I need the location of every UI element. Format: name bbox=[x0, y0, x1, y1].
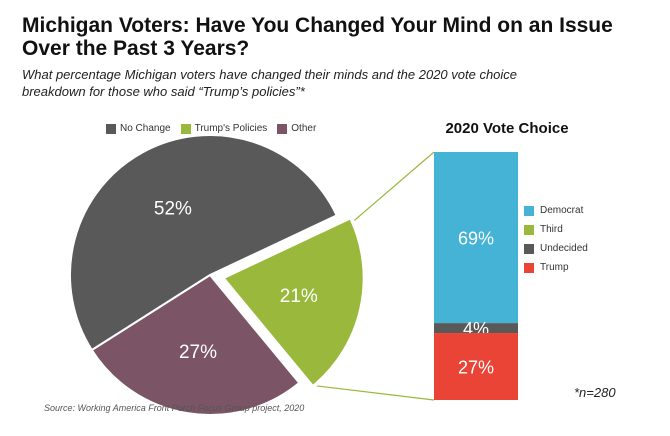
bar-legend-item: Third bbox=[524, 220, 588, 239]
pie-legend-item: No Change bbox=[106, 123, 171, 134]
legend-swatch bbox=[277, 123, 288, 134]
pie-slice-label: 52% bbox=[154, 199, 192, 220]
pie-slice-label: 27% bbox=[179, 342, 217, 363]
pie-legend: No Change Trump's Policies Other bbox=[106, 123, 316, 134]
legend-label: Third bbox=[540, 224, 563, 235]
legend-swatch bbox=[180, 123, 191, 134]
legend-label: Other bbox=[291, 123, 317, 134]
legend-swatch bbox=[524, 262, 534, 273]
source-note: Source: Working America Front Porch Focu… bbox=[44, 403, 305, 413]
pie-slice bbox=[90, 273, 301, 416]
bar-segment-label: 27% bbox=[458, 358, 494, 378]
connector-lines bbox=[316, 151, 435, 401]
bar-segment bbox=[434, 152, 518, 324]
pie-legend-item: Trump's Policies bbox=[180, 123, 268, 134]
legend-swatch bbox=[524, 224, 534, 235]
bar-segment bbox=[434, 323, 518, 334]
legend-label: Trump bbox=[540, 262, 569, 273]
pie-slice bbox=[222, 217, 365, 388]
sample-size-note: *n=280 bbox=[574, 385, 616, 400]
pie-slice bbox=[69, 134, 339, 352]
connector-line bbox=[316, 385, 435, 401]
connector-line bbox=[353, 151, 435, 221]
chart-subtitle: What percentage Michigan voters have cha… bbox=[22, 67, 518, 99]
legend-label: No Change bbox=[120, 123, 171, 134]
legend-label: Trump's Policies bbox=[194, 123, 268, 134]
bar-legend-item: Democrat bbox=[524, 201, 588, 220]
pie-legend-item: Other bbox=[277, 123, 316, 134]
legend-swatch bbox=[524, 205, 534, 216]
bar-legend-item: Undecided bbox=[524, 239, 588, 258]
stacked-bar-chart: 69%4%27% bbox=[434, 152, 518, 400]
legend-label: Undecided bbox=[540, 243, 588, 254]
legend-swatch bbox=[106, 123, 116, 134]
bar-segment-label: 69% bbox=[458, 229, 494, 249]
bar-chart-title: 2020 Vote Choice bbox=[445, 120, 569, 137]
pie-slice-label: 21% bbox=[280, 286, 318, 307]
bar-legend: Democrat Third Undecided Trump bbox=[524, 201, 588, 277]
legend-swatch bbox=[524, 243, 534, 254]
legend-label: Democrat bbox=[540, 205, 584, 216]
bar-segment bbox=[434, 333, 518, 400]
pie-chart: 21% 27% 52% bbox=[69, 134, 365, 416]
bar-legend-item: Trump bbox=[524, 258, 588, 277]
chart-title: Michigan Voters: Have You Changed Your M… bbox=[22, 14, 613, 60]
